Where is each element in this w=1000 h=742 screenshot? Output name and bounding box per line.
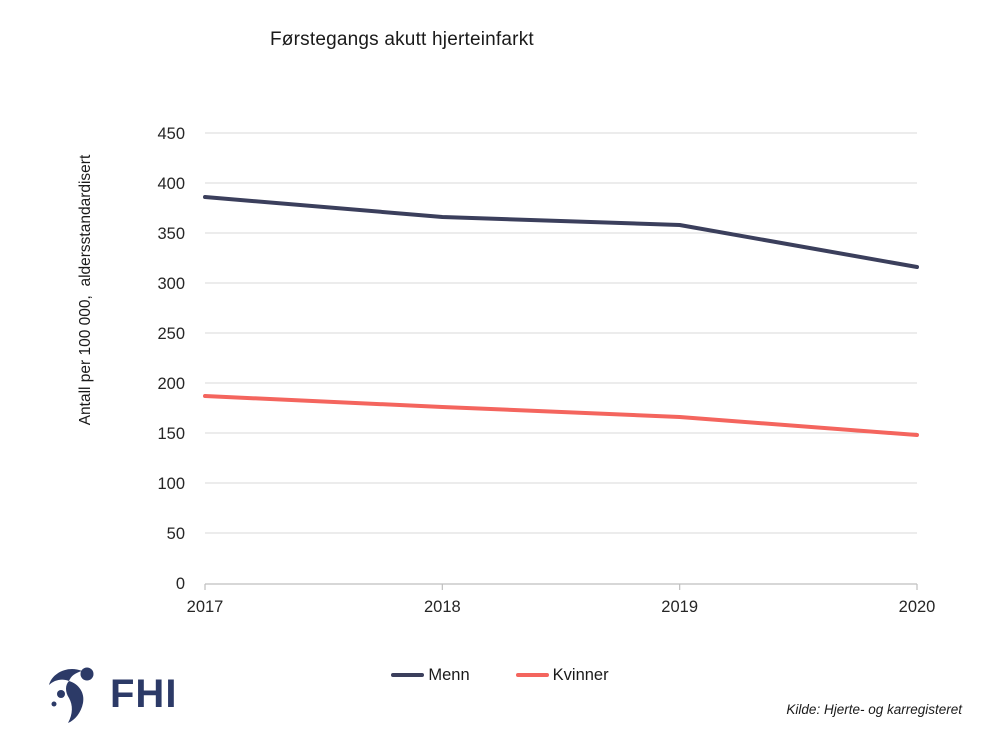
chart-title: Førstegangs akutt hjerteinfarkt bbox=[270, 29, 534, 50]
legend-label: Menn bbox=[428, 665, 470, 684]
y-tick-label: 450 bbox=[157, 125, 185, 143]
line-chart-plot: 0 50 100 150 200 250 300 350 400 450 2017 2018 2019 2… bbox=[157, 125, 936, 616]
fhi-logo: FHI bbox=[44, 663, 177, 725]
y-tick-label: 50 bbox=[167, 525, 185, 543]
y-tick-label: 400 bbox=[157, 175, 185, 193]
legend-swatch-icon bbox=[515, 673, 549, 677]
series-line-kvinner bbox=[203, 394, 919, 437]
x-tick-label: 2020 bbox=[899, 598, 936, 616]
x-tick-label: 2017 bbox=[187, 598, 224, 616]
legend-item-menn: Menn bbox=[391, 665, 470, 685]
y-tick-label: 150 bbox=[157, 425, 185, 443]
y-tick-label: 200 bbox=[157, 375, 185, 393]
y-tick-label: 300 bbox=[157, 275, 185, 293]
x-tick-label: 2019 bbox=[661, 598, 698, 616]
y-tick-label: 250 bbox=[157, 325, 185, 343]
y-tick-label: 0 bbox=[176, 575, 185, 593]
x-tick-label: 2018 bbox=[424, 598, 461, 616]
fhi-person-swoosh-icon bbox=[49, 667, 94, 723]
chart-legend: Menn Kvinner bbox=[0, 663, 1000, 687]
legend-item-kvinner: Kvinner bbox=[515, 665, 609, 685]
legend-swatch-icon bbox=[391, 673, 425, 677]
y-tick-label: 350 bbox=[157, 225, 185, 243]
source-note: Kilde: Hjerte- og karregisteret bbox=[786, 702, 962, 717]
fhi-logo-text: FHI bbox=[110, 672, 178, 716]
series-line-menn bbox=[203, 195, 919, 269]
y-tick-label: 100 bbox=[157, 475, 185, 493]
legend-label: Kvinner bbox=[552, 665, 609, 684]
